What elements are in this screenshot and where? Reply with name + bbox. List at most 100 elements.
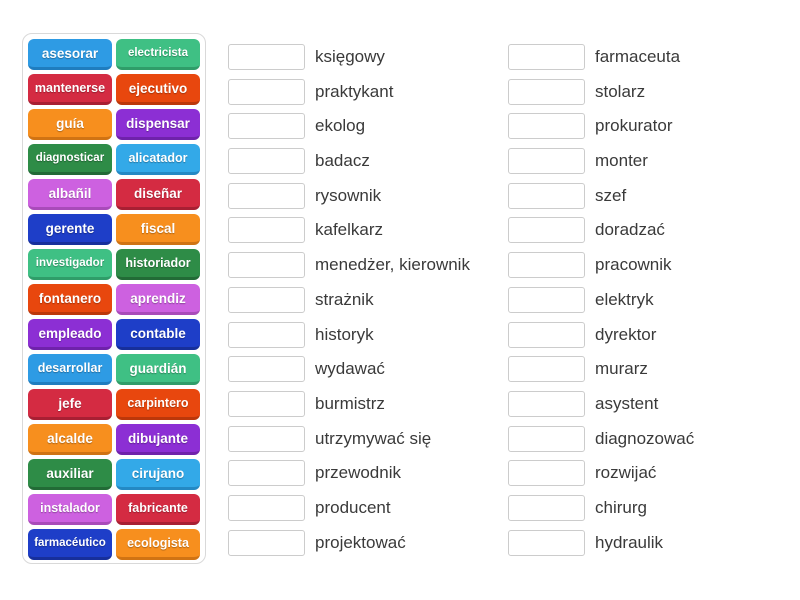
answer-slot[interactable]: [508, 425, 585, 452]
word-tile[interactable]: farmacéutico: [28, 529, 112, 560]
word-tile[interactable]: alcalde: [28, 424, 112, 455]
answer-slot[interactable]: [508, 113, 585, 140]
word-tile[interactable]: cirujano: [116, 459, 200, 490]
match-row: doradzać: [508, 217, 694, 244]
answer-slot[interactable]: [508, 321, 585, 348]
answer-slot[interactable]: [228, 460, 305, 487]
match-row: burmistrz: [228, 390, 470, 417]
match-word-label: pracownik: [595, 255, 672, 275]
word-tile[interactable]: mantenerse: [28, 74, 112, 105]
answer-slot[interactable]: [228, 252, 305, 279]
match-word-label: dyrektor: [595, 324, 657, 344]
match-row: szef: [508, 182, 694, 209]
word-tile[interactable]: carpintero: [116, 389, 200, 420]
match-word-label: rysownik: [315, 185, 382, 205]
answer-slot[interactable]: [228, 217, 305, 244]
word-tile[interactable]: desarrollar: [28, 354, 112, 385]
answer-slot[interactable]: [228, 321, 305, 348]
answer-slot[interactable]: [508, 44, 585, 70]
answer-slot[interactable]: [508, 78, 585, 105]
match-word-label: hydraulik: [595, 532, 664, 552]
word-tile[interactable]: fontanero: [28, 284, 112, 315]
answer-slot[interactable]: [228, 425, 305, 452]
word-tile[interactable]: contable: [116, 319, 200, 350]
answer-slot[interactable]: [508, 390, 585, 417]
word-tile[interactable]: asesorar: [28, 39, 112, 70]
word-tile[interactable]: diseñar: [116, 179, 200, 210]
word-tile[interactable]: guardián: [116, 354, 200, 385]
match-row: ekolog: [228, 113, 470, 140]
match-row: chirurg: [508, 494, 694, 521]
match-row: strażnik: [228, 286, 470, 313]
match-row: badacz: [228, 148, 470, 175]
match-word-label: księgowy: [315, 47, 385, 66]
match-row: elektryk: [508, 286, 694, 313]
word-tile[interactable]: auxiliar: [28, 459, 112, 490]
answer-slot[interactable]: [228, 182, 305, 209]
word-tile[interactable]: historiador: [116, 249, 200, 280]
word-tile[interactable]: guía: [28, 109, 112, 140]
word-tile[interactable]: albañil: [28, 179, 112, 210]
word-tile[interactable]: dibujante: [116, 424, 200, 455]
word-tile[interactable]: gerente: [28, 214, 112, 245]
match-row: rozwijać: [508, 460, 694, 487]
answer-slot[interactable]: [508, 217, 585, 244]
match-row: historyk: [228, 321, 470, 348]
word-tile[interactable]: ejecutivo: [116, 74, 200, 105]
match-word-label: chirurg: [595, 497, 647, 517]
answer-slot[interactable]: [508, 460, 585, 487]
match-word-label: menedżer, kierownik: [315, 255, 470, 275]
match-word-label: stolarz: [595, 81, 646, 101]
match-word-label: szef: [595, 185, 627, 205]
match-row: producent: [228, 494, 470, 521]
match-word-label: przewodnik: [315, 463, 401, 483]
answer-slot[interactable]: [228, 390, 305, 417]
answer-slot[interactable]: [508, 529, 585, 556]
answer-slot[interactable]: [508, 494, 585, 521]
word-tile[interactable]: diagnosticar: [28, 144, 112, 175]
word-tile[interactable]: fabricante: [116, 494, 200, 525]
match-row: farmaceuta: [508, 44, 694, 70]
answer-slot[interactable]: [228, 78, 305, 105]
word-tile[interactable]: alicatador: [116, 144, 200, 175]
word-tile[interactable]: aprendiz: [116, 284, 200, 315]
word-tile[interactable]: electricista: [116, 39, 200, 70]
match-word-label: prokurator: [595, 116, 673, 136]
word-tile[interactable]: investigador: [28, 249, 112, 280]
answer-slot[interactable]: [228, 494, 305, 521]
answer-slot[interactable]: [508, 252, 585, 279]
match-word-label: badacz: [315, 151, 370, 171]
match-row: murarz: [508, 356, 694, 383]
match-word-label: wydawać: [315, 359, 385, 379]
match-word-label: projektować: [315, 532, 406, 552]
answer-slot[interactable]: [508, 148, 585, 175]
match-word-label: murarz: [595, 359, 648, 379]
answer-slot[interactable]: [228, 286, 305, 313]
match-word-label: ekolog: [315, 116, 366, 136]
answer-slot[interactable]: [228, 44, 305, 70]
word-bank-panel: asesorar electricista mantenerse ejecutivo g…: [22, 33, 206, 564]
answer-slot[interactable]: [228, 529, 305, 556]
match-row: rysownik: [228, 182, 470, 209]
match-row: menedżer, kierownik: [228, 252, 470, 279]
match-row: monter: [508, 148, 694, 175]
answer-slot[interactable]: [508, 286, 585, 313]
match-word-label: elektryk: [595, 289, 654, 309]
answer-slot[interactable]: [228, 148, 305, 175]
match-word-label: doradzać: [595, 220, 665, 240]
answer-slot[interactable]: [508, 182, 585, 209]
word-tile[interactable]: dispensar: [116, 109, 200, 140]
match-word-label: producent: [315, 497, 391, 517]
answer-slot[interactable]: [228, 356, 305, 383]
word-tile[interactable]: empleado: [28, 319, 112, 350]
word-tile[interactable]: fiscal: [116, 214, 200, 245]
match-word-label: burmistrz: [315, 393, 385, 413]
word-tile[interactable]: jefe: [28, 389, 112, 420]
word-tile[interactable]: instalador: [28, 494, 112, 525]
word-tile[interactable]: ecologista: [116, 529, 200, 560]
answer-slot[interactable]: [508, 356, 585, 383]
answers-column-2: farmaceuta stolarz prokurator monter szef dor…: [508, 44, 694, 556]
answer-slot[interactable]: [228, 113, 305, 140]
match-row: diagnozować: [508, 425, 694, 452]
